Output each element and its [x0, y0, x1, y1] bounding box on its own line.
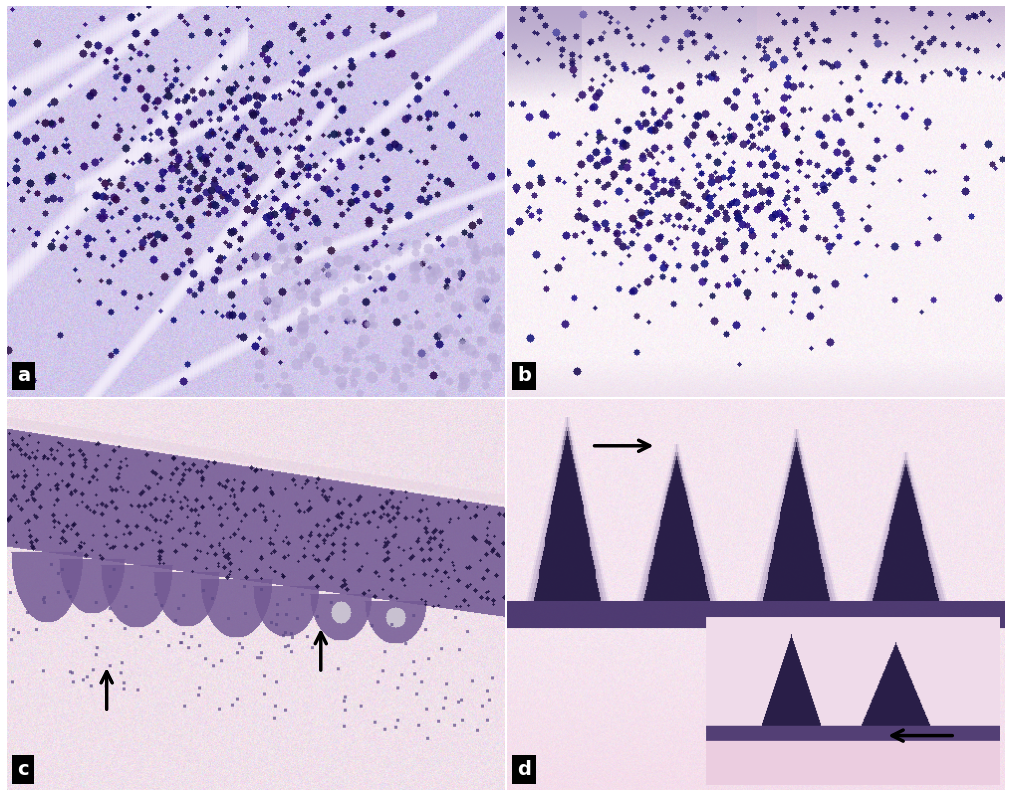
Text: c: c — [17, 759, 28, 778]
Text: d: d — [517, 759, 531, 778]
Text: a: a — [17, 366, 30, 385]
Text: b: b — [517, 366, 531, 385]
